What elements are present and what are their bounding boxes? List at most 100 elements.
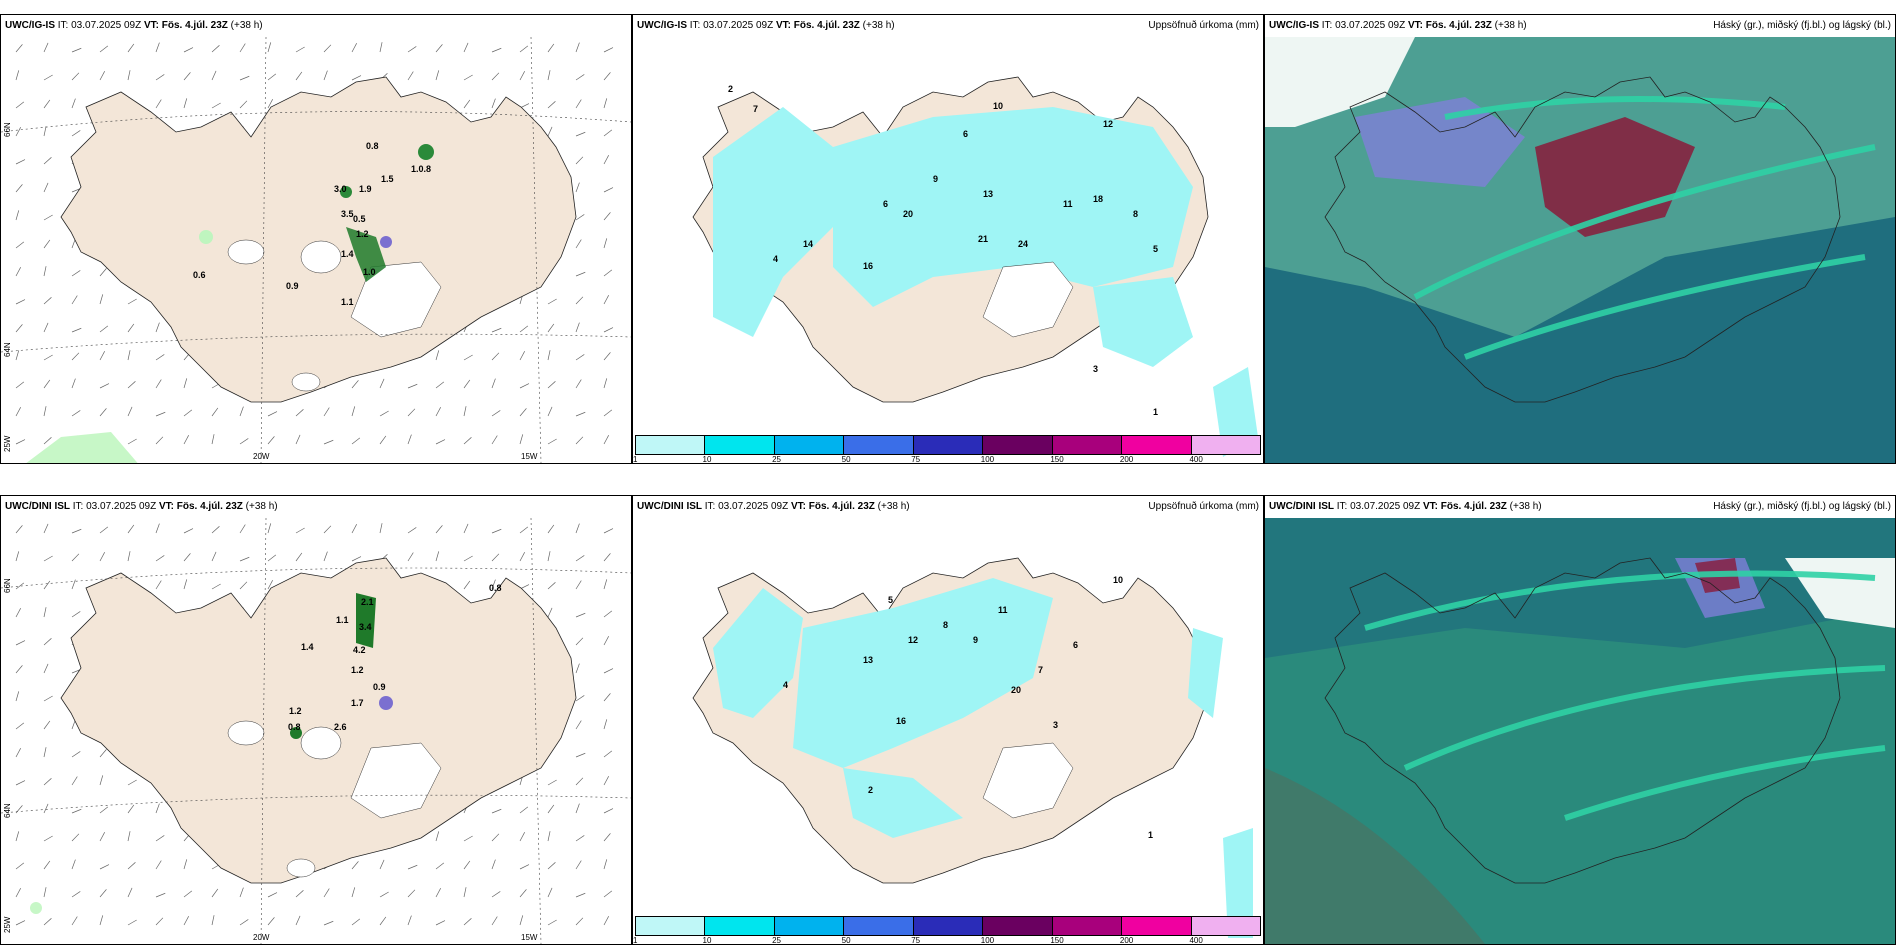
- colorbar-tick: 50: [841, 936, 851, 945]
- init-time: 03.07.2025 09Z: [1350, 501, 1421, 512]
- colorbar-cell: [705, 917, 775, 935]
- wind-barb: [211, 526, 220, 534]
- wind-barb: [43, 322, 49, 333]
- wind-barb: [183, 859, 188, 870]
- precip-value: 14: [803, 239, 813, 249]
- wind-barb: [183, 378, 188, 389]
- wind-barb: [323, 551, 328, 562]
- precip-value: 2: [728, 84, 733, 94]
- colorbar-tick: 25: [772, 936, 782, 945]
- wind-values: 0.8 3.0 1.9 1.5 1.0.8 3.5 0.5 1.2 1.4 1.…: [193, 141, 431, 307]
- precip-value: 8: [943, 620, 948, 630]
- wind-barb: [547, 298, 557, 305]
- it-label: IT:: [72, 501, 84, 512]
- wind-barb: [547, 70, 551, 81]
- wind-barb: [575, 892, 586, 898]
- wind-barb: [575, 860, 582, 870]
- wind-barb: [211, 434, 215, 445]
- panel-subtitle: Háský (gr.), miðský (fj.bl.) og lágský (…: [1713, 501, 1891, 512]
- precip-value: 20: [1011, 685, 1021, 695]
- wind-barb: [575, 182, 580, 193]
- wind-barb: [239, 887, 244, 898]
- precip-value: 6: [1073, 640, 1078, 650]
- wind-barb: [351, 43, 358, 53]
- colorbar-tick: 200: [1119, 936, 1134, 945]
- wind-barb: [155, 42, 160, 53]
- wind-barb: [71, 891, 81, 898]
- wind-barb: [99, 915, 104, 926]
- wind-barb: [575, 555, 585, 562]
- wind-barb: [155, 803, 160, 814]
- wind-value: 0.6: [193, 270, 206, 280]
- vt-label: VT:: [1407, 20, 1423, 31]
- wind-barb: [43, 747, 47, 758]
- wind-barb: [155, 580, 162, 590]
- wind-barb: [463, 887, 467, 898]
- wind-barb: [575, 835, 585, 842]
- wind-barb: [15, 381, 25, 389]
- panel-header: UWC/DINI ISL IT: 03.07.2025 09Z VT: Fös.…: [1265, 496, 1895, 518]
- wind-barb: [575, 354, 585, 361]
- wind-barb: [43, 918, 52, 926]
- wind-barb: [71, 528, 82, 534]
- precip-value: 16: [896, 716, 906, 726]
- wind-barb: [127, 323, 135, 333]
- wind-value: 3.5: [341, 209, 354, 219]
- lon-20-label: 20W: [253, 933, 270, 942]
- cloud-map-svg: [1265, 518, 1895, 944]
- wind-barb: [15, 665, 23, 674]
- wind-barb: [575, 436, 584, 445]
- wind-barb: [239, 43, 246, 53]
- iceland-land: [60, 557, 577, 884]
- wind-barb: [603, 750, 613, 758]
- wind-barb: [43, 406, 47, 417]
- wind-barb: [547, 607, 553, 618]
- wind-barb: [155, 523, 160, 534]
- wind-barb: [127, 862, 136, 870]
- wind-barb: [603, 808, 614, 814]
- wind-barb: [267, 554, 277, 562]
- wind-barb: [463, 918, 472, 926]
- wind-barb: [407, 864, 418, 870]
- clear-area: [1265, 37, 1415, 127]
- wind-barb: [603, 859, 608, 870]
- wind-barb: [99, 45, 109, 53]
- iceland-outline: [1324, 557, 1841, 884]
- wind-barb: [15, 640, 26, 646]
- wind-barb: [463, 437, 472, 445]
- wind-barb: [239, 438, 249, 445]
- wind-barb: [43, 638, 52, 646]
- wind-barb: [491, 916, 498, 926]
- wind-barb: [127, 551, 131, 562]
- wind-value: 3.4: [359, 622, 372, 632]
- wind-barb: [491, 410, 501, 417]
- precip-value: 11: [1063, 199, 1073, 209]
- wind-barb: [295, 71, 303, 81]
- precip-green: [30, 593, 393, 914]
- precip-value: 4: [783, 680, 788, 690]
- wind-barb: [463, 406, 467, 417]
- precip-value: 6: [963, 129, 968, 139]
- wind-barb: [183, 579, 188, 590]
- wind-barb: [575, 720, 582, 730]
- wind-barb: [379, 859, 385, 870]
- colorbar-cell: [1122, 436, 1192, 454]
- wind-barb: [183, 47, 194, 53]
- wind-barb: [575, 411, 586, 417]
- wind-barb: [267, 917, 275, 926]
- wind-barb: [435, 831, 440, 842]
- wind-barb: [463, 42, 469, 53]
- wind-value: 4.2: [353, 645, 366, 655]
- wind-barb: [603, 668, 614, 674]
- wind-barb: [43, 523, 49, 534]
- wind-barb: [127, 887, 133, 898]
- wind-barb: [575, 99, 582, 109]
- it-label: IT:: [57, 20, 69, 31]
- wind-barb: [15, 691, 20, 702]
- panel-header: UWC/DINI ISL IT: 03.07.2025 09Z VT: Fös.…: [633, 496, 1263, 518]
- wind-barb: [603, 719, 608, 730]
- wind-barb: [491, 859, 496, 870]
- wind-barb: [407, 889, 416, 898]
- wind-barb: [127, 381, 136, 389]
- wind-barb: [99, 383, 110, 389]
